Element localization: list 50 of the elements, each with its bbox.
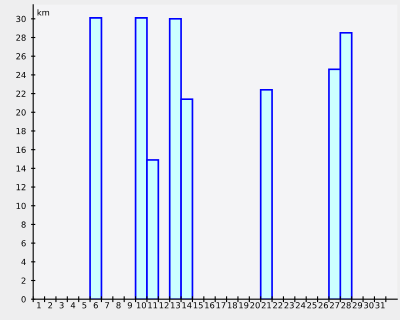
x-tick-label: 10	[136, 302, 146, 308]
y-tick-label: 2	[22, 277, 26, 284]
x-tick-label: 20	[250, 302, 260, 308]
y-tick-label: 16	[16, 146, 26, 153]
x-tick-label: 4	[70, 302, 76, 308]
x-tick-label: 24	[296, 302, 306, 308]
y-tick-label: 24	[16, 72, 26, 78]
x-tick-label: 2	[48, 302, 52, 308]
x-tick-label: 7	[105, 302, 110, 308]
x-tick-label: 18	[228, 302, 237, 308]
x-tick-label: 25	[307, 302, 316, 308]
y-tick-label: 28	[16, 34, 26, 41]
y-tick-label: 12	[16, 184, 26, 190]
x-tick-label: 3	[60, 302, 64, 308]
x-tick-label: 9	[128, 302, 132, 308]
x-tick-label: 22	[273, 302, 282, 308]
y-tick-label: 8	[22, 221, 26, 228]
x-tick-label: 1	[37, 302, 41, 308]
y-tick-label: 0	[22, 296, 26, 302]
y-tick-label: 4	[21, 258, 26, 265]
x-tick-label: 21	[262, 302, 271, 308]
x-tick-label: 12	[160, 302, 168, 308]
x-tick-label: 6	[94, 302, 98, 308]
y-tick-label: 6	[22, 240, 26, 246]
x-tick-label: 27	[330, 302, 340, 308]
x-tick-label: 5	[82, 302, 86, 308]
x-tick-label: 8	[116, 302, 121, 308]
x-tick-label: 15	[194, 302, 203, 308]
x-tick-label: 30	[364, 302, 374, 308]
y-tick-label: 26	[16, 53, 26, 60]
y-tick-label: 10	[16, 202, 26, 210]
bar	[89, 17, 102, 300]
x-tick-label: 28	[341, 302, 351, 308]
x-tick-label: 14	[182, 302, 192, 308]
x-tick-label: 31	[375, 302, 385, 308]
x-tick-label: 16	[205, 302, 214, 308]
x-tick-label: 17	[216, 302, 226, 308]
x-tick-label: 11	[148, 302, 158, 308]
x-tick-label: 29	[352, 302, 362, 308]
x-tick-label: 13	[171, 302, 180, 308]
y-tick-label: 22	[16, 90, 26, 97]
y-tick-label: 20	[16, 109, 26, 116]
x-tick-label: 23	[284, 302, 294, 308]
y-axis-title: km	[38, 9, 50, 16]
x-tick-label: 19	[239, 302, 248, 308]
bar	[260, 89, 273, 300]
y-tick-label: 14	[16, 165, 26, 172]
y-tick-label: 18	[16, 128, 26, 134]
y-tick-label: 30	[16, 16, 26, 22]
x-tick-label: 26	[318, 302, 328, 308]
